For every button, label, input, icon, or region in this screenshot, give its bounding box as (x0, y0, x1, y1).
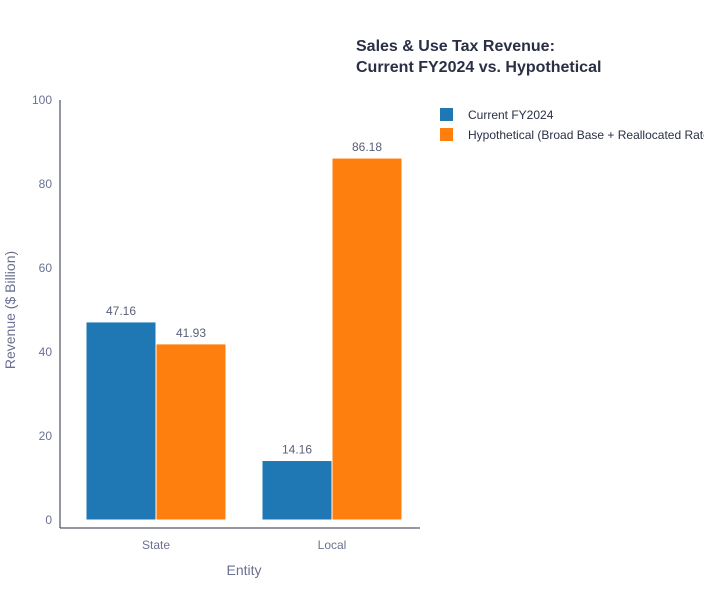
bar-hypothetical-local (331, 157, 403, 521)
x-tick-label: State (142, 538, 170, 552)
legend-label: Hypothetical (Broad Base + Reallocated R… (468, 128, 704, 142)
x-axis-title: Entity (226, 562, 261, 578)
chart-title-line-1: Sales & Use Tax Revenue: (356, 38, 555, 55)
legend-label: Current FY2024 (468, 108, 554, 122)
x-tick-label: Local (318, 538, 347, 552)
y-tick-label: 0 (45, 513, 52, 527)
legend-swatch (440, 128, 453, 141)
y-axis-title: Revenue ($ Billion) (2, 251, 18, 369)
chart-title: Sales & Use Tax Revenue: Current FY2024 … (356, 38, 601, 76)
bar-hypothetical-state (155, 343, 227, 521)
bar-value-label: 47.16 (106, 304, 136, 318)
chart-title-line-2: Current FY2024 vs. Hypothetical (356, 59, 601, 76)
bar-value-label: 86.18 (352, 140, 382, 154)
legend: Current FY2024 Hypothetical (Broad Base +… (440, 108, 704, 142)
bar-value-label: 14.16 (282, 443, 312, 457)
y-tick-label: 80 (39, 177, 53, 191)
bar-current-state (85, 321, 157, 521)
bars (85, 157, 403, 521)
legend-swatch (440, 108, 453, 121)
y-tick-label: 40 (39, 345, 53, 359)
bar-current-local (261, 460, 333, 521)
bar-value-labels: 47.16 14.16 41.93 86.18 (106, 140, 382, 456)
bar-value-label: 41.93 (176, 326, 206, 340)
x-axis: State Local (60, 527, 420, 552)
y-tick-label: 60 (39, 261, 53, 275)
y-axis: 0 20 40 60 80 100 (32, 93, 61, 528)
y-tick-label: 20 (39, 429, 53, 443)
y-tick-label: 100 (32, 93, 52, 107)
